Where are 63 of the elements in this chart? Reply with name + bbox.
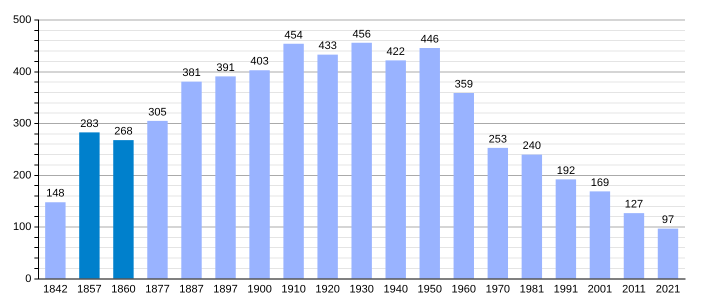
data-label: 359 <box>454 78 473 91</box>
y-tick-label: 0 <box>25 272 32 285</box>
bar <box>624 213 644 278</box>
bar <box>420 48 440 278</box>
bar <box>556 179 576 278</box>
data-label: 192 <box>556 164 576 177</box>
data-label: 268 <box>114 126 133 138</box>
data-label: 433 <box>318 40 337 52</box>
y-tick-label: 400 <box>12 66 32 78</box>
data-label: 403 <box>250 56 269 68</box>
x-tick-label: 1842 <box>43 283 68 296</box>
data-label: 169 <box>590 176 610 189</box>
data-label: 253 <box>488 133 507 146</box>
y-tick-label: 500 <box>12 14 32 26</box>
bar <box>454 92 474 278</box>
x-tick-label: 1950 <box>418 283 442 296</box>
x-tick-label: 2021 <box>656 283 680 296</box>
bar <box>488 148 508 278</box>
data-label: 456 <box>352 28 371 40</box>
data-label: 240 <box>522 140 542 152</box>
bar <box>351 42 372 278</box>
bar <box>45 202 66 278</box>
x-tick-label: 1897 <box>213 283 238 296</box>
x-tick-label: 1981 <box>520 283 544 296</box>
x-tick-label: 2011 <box>622 283 646 296</box>
x-tick-label: 1940 <box>383 283 408 296</box>
data-label: 381 <box>182 67 201 80</box>
y-tick-label: 200 <box>12 169 32 182</box>
bar <box>113 140 134 278</box>
bar <box>181 82 202 278</box>
data-label: 454 <box>284 29 303 42</box>
data-label: 422 <box>386 46 405 58</box>
bar <box>317 54 338 278</box>
x-tick-label: 1930 <box>349 283 374 296</box>
bar <box>215 76 236 278</box>
data-label: 305 <box>148 106 167 118</box>
data-label: 148 <box>46 188 65 200</box>
data-label: 283 <box>80 118 99 130</box>
x-tick-label: 2001 <box>588 283 612 296</box>
data-label: 97 <box>662 214 674 226</box>
x-tick-label: 1877 <box>145 283 170 296</box>
bar <box>249 70 270 278</box>
bar <box>658 228 678 278</box>
data-label: 446 <box>420 33 439 46</box>
x-tick-label: 1991 <box>554 283 578 296</box>
x-tick-label: 1970 <box>486 283 510 296</box>
bar <box>590 191 610 278</box>
y-tick-label: 300 <box>12 118 32 130</box>
data-label: 391 <box>216 62 235 74</box>
x-tick-label: 1960 <box>452 283 476 296</box>
x-tick-label: 1900 <box>247 283 272 296</box>
bar <box>522 154 542 278</box>
y-tick-label: 100 <box>12 221 32 234</box>
x-tick-label: 1860 <box>111 283 136 296</box>
data-label: 127 <box>624 198 644 211</box>
x-tick-label: 1920 <box>315 283 340 296</box>
bar <box>386 60 406 278</box>
bar <box>283 44 304 278</box>
x-tick-label: 1910 <box>281 283 306 296</box>
bar <box>79 132 100 278</box>
x-tick-label: 1857 <box>77 283 102 296</box>
bar <box>147 120 168 278</box>
x-tick-label: 1887 <box>179 283 204 296</box>
